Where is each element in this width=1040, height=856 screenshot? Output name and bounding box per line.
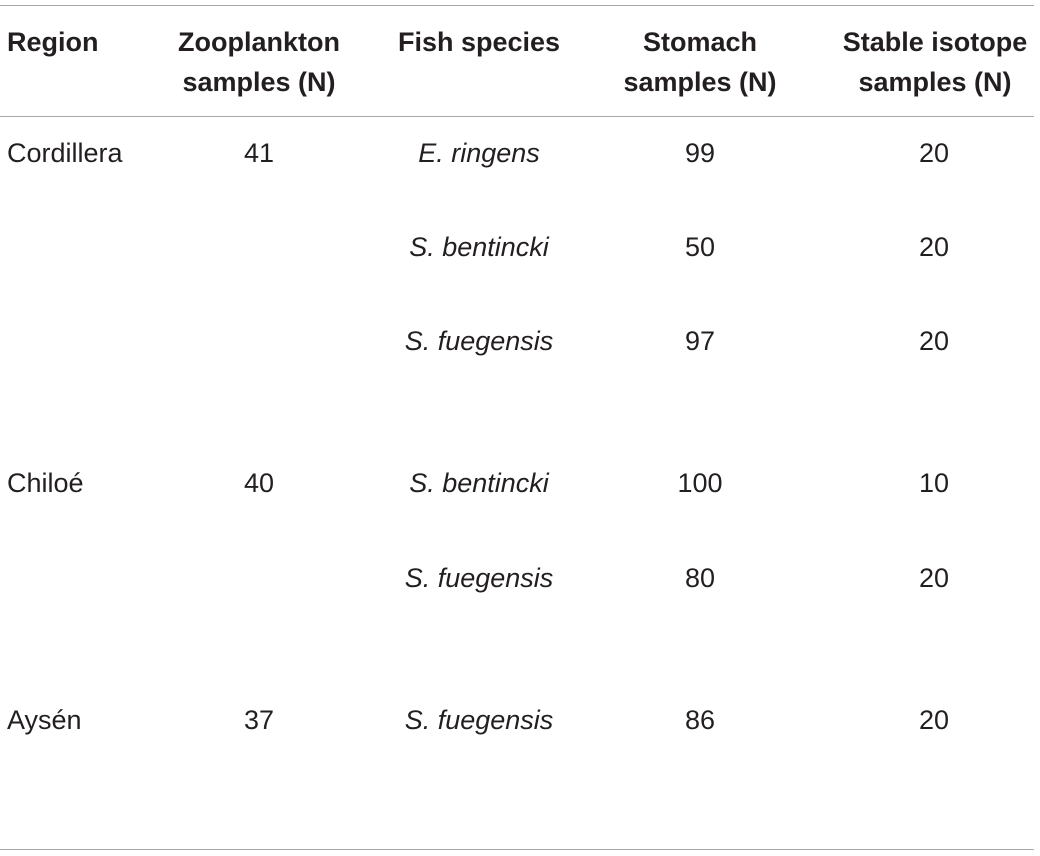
cell-stomach: 86	[684, 705, 716, 735]
cell-zooplankton: 37	[243, 705, 275, 735]
header-fish-species-line: Fish species	[397, 27, 561, 57]
cell-species: S. bentincki	[409, 468, 549, 498]
header-stomach-line-2: samples (N)	[623, 67, 777, 97]
cell-stomach: 50	[684, 232, 716, 262]
cell-stomach: 99	[684, 138, 716, 168]
header-zooplankton-line-1: Zooplankton	[178, 27, 340, 57]
cell-isotope: 20	[918, 138, 950, 168]
cell-zooplankton: 41	[243, 138, 275, 168]
header-isotope-line-1: Stable isotope	[842, 27, 1028, 57]
table-bottom-rule	[0, 849, 1034, 850]
cell-isotope: 10	[918, 468, 950, 498]
header-stomach: Stomach samples (N)	[600, 22, 800, 102]
cell-species: S. bentincki	[409, 232, 549, 262]
header-zooplankton-line-2: samples (N)	[182, 67, 336, 97]
cell-region: Chiloé	[7, 468, 84, 498]
header-stomach-line-1: Stomach	[642, 27, 758, 57]
header-zooplankton: Zooplankton samples (N)	[159, 22, 359, 102]
cell-isotope: 20	[918, 705, 950, 735]
cell-region: Cordillera	[7, 138, 123, 168]
cell-isotope: 20	[918, 563, 950, 593]
header-isotope: Stable isotope samples (N)	[829, 22, 1040, 102]
cell-stomach: 80	[684, 563, 716, 593]
header-region-line: Region	[7, 27, 99, 57]
cell-species: E. ringens	[418, 138, 540, 168]
cell-species: S. fuegensis	[404, 563, 554, 593]
cell-species: S. fuegensis	[404, 705, 554, 735]
cell-species: S. fuegensis	[404, 326, 554, 356]
header-fish-species: Fish species	[379, 22, 579, 62]
table-header-rule	[0, 116, 1034, 117]
header-isotope-line-2: samples (N)	[858, 67, 1012, 97]
cell-isotope: 20	[918, 326, 950, 356]
cell-zooplankton: 40	[243, 468, 275, 498]
table-top-rule	[0, 5, 1034, 6]
cell-region: Aysén	[7, 705, 82, 735]
cell-stomach: 97	[684, 326, 716, 356]
cell-stomach: 100	[677, 468, 723, 498]
header-region: Region	[7, 22, 99, 62]
cell-isotope: 20	[918, 232, 950, 262]
